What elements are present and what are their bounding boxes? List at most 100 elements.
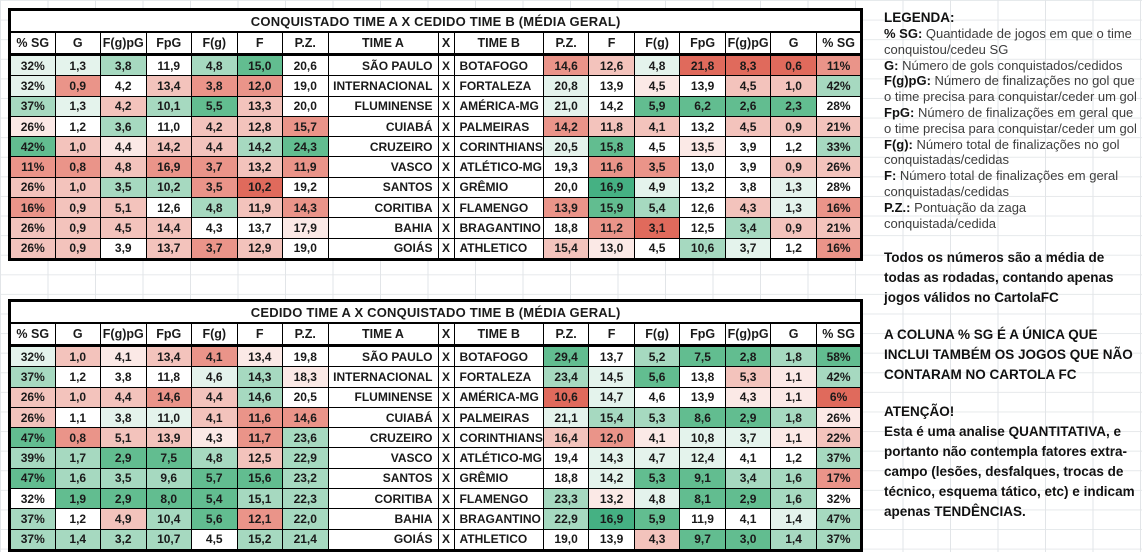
team-a-cell[interactable]: CUIABÁ: [327, 115, 439, 138]
column-header[interactable]: FpG: [679, 31, 726, 56]
stat-cell[interactable]: 20,5: [282, 386, 329, 408]
stat-cell[interactable]: 5,6: [191, 508, 238, 530]
versus-x-cell[interactable]: X: [437, 344, 455, 368]
stat-cell[interactable]: 3,9: [724, 156, 772, 178]
stat-cell[interactable]: 15,4: [588, 406, 635, 429]
team-a-cell[interactable]: VASCO: [327, 447, 439, 469]
stat-cell[interactable]: 14,2: [542, 115, 590, 138]
stat-cell[interactable]: 42%: [9, 136, 56, 158]
stat-cell[interactable]: 3,4: [724, 467, 772, 490]
stat-cell[interactable]: 12,9: [236, 237, 283, 260]
stat-cell[interactable]: 12,1: [236, 508, 283, 530]
column-header[interactable]: % SG: [815, 322, 863, 347]
stat-cell[interactable]: 1,2: [54, 508, 101, 530]
stat-cell[interactable]: 15,8: [588, 136, 635, 158]
stat-cell[interactable]: 32%: [9, 53, 56, 77]
stat-cell[interactable]: 11,9: [236, 197, 283, 219]
stat-cell[interactable]: 4,5: [633, 75, 681, 97]
stat-cell[interactable]: 19,0: [282, 237, 329, 260]
stat-cell[interactable]: 10,6: [679, 237, 726, 260]
stat-cell[interactable]: 4,1: [100, 344, 147, 368]
versus-x-cell[interactable]: X: [437, 237, 455, 260]
stat-cell[interactable]: 29,4: [542, 344, 590, 368]
stat-cell[interactable]: 26%: [9, 237, 56, 260]
stat-cell[interactable]: 39%: [9, 447, 56, 469]
table-title[interactable]: CEDIDO TIME A X CONQUISTADO TIME B (MÉDI…: [8, 300, 863, 324]
stat-cell[interactable]: 14,3: [588, 447, 635, 469]
stat-cell[interactable]: 17%: [815, 467, 863, 490]
stat-cell[interactable]: 12,6: [588, 53, 635, 77]
stat-cell[interactable]: 4,5: [633, 237, 681, 260]
column-header[interactable]: F(g): [191, 31, 238, 56]
stat-cell[interactable]: 14,2: [588, 95, 635, 117]
legend-item[interactable]: G: Número de gols conquistados/cedidos: [884, 58, 1138, 74]
stat-cell[interactable]: 22%: [815, 427, 863, 449]
stat-cell[interactable]: 37%: [815, 447, 863, 469]
stat-cell[interactable]: 13,3: [236, 95, 283, 117]
stat-cell[interactable]: 13,2: [588, 488, 635, 510]
stat-cell[interactable]: 5,1: [100, 197, 147, 219]
stat-cell[interactable]: 11%: [9, 156, 56, 178]
legend-item[interactable]: F(g)pG: Número de finalizações no gol qu…: [884, 73, 1138, 105]
team-b-cell[interactable]: FORTALEZA: [453, 75, 544, 97]
stat-cell[interactable]: 5,2: [633, 344, 681, 368]
stat-cell[interactable]: 1,3: [770, 197, 817, 219]
stat-cell[interactable]: 1,9: [54, 488, 101, 510]
stat-cell[interactable]: 37%: [9, 366, 56, 388]
stat-cell[interactable]: 5,9: [633, 508, 681, 530]
column-header[interactable]: F(g): [633, 31, 681, 56]
column-header[interactable]: X: [437, 322, 455, 347]
stat-cell[interactable]: 5,9: [633, 95, 681, 117]
stat-cell[interactable]: 1,4: [770, 508, 817, 530]
column-header[interactable]: P.Z.: [542, 31, 590, 56]
column-header[interactable]: F(g): [633, 322, 681, 347]
stat-cell[interactable]: 15,2: [236, 528, 283, 551]
team-a-cell[interactable]: INTERNACIONAL: [327, 75, 439, 97]
team-b-cell[interactable]: AMÉRICA-MG: [453, 386, 544, 408]
stat-cell[interactable]: 23,2: [282, 467, 329, 490]
stat-cell[interactable]: 12,0: [588, 427, 635, 449]
stat-cell[interactable]: 10,1: [145, 95, 192, 117]
column-header[interactable]: F: [236, 322, 283, 347]
column-header[interactable]: FpG: [145, 31, 192, 56]
stat-cell[interactable]: 4,1: [191, 344, 238, 368]
stat-cell[interactable]: 14,3: [282, 197, 329, 219]
column-header[interactable]: TIME A: [327, 31, 439, 56]
stat-cell[interactable]: 1,1: [770, 386, 817, 408]
stat-cell[interactable]: 23,3: [542, 488, 590, 510]
stat-cell[interactable]: 5,6: [633, 366, 681, 388]
stat-cell[interactable]: 15,0: [236, 53, 283, 77]
team-a-cell[interactable]: GOIÁS: [327, 237, 439, 260]
stat-cell[interactable]: 2,9: [100, 488, 147, 510]
stat-cell[interactable]: 15,6: [236, 467, 283, 490]
stat-cell[interactable]: 9,6: [145, 467, 192, 490]
stat-cell[interactable]: 2,9: [724, 406, 772, 429]
team-a-cell[interactable]: GOIÁS: [327, 528, 439, 551]
team-b-cell[interactable]: BOTAFOGO: [453, 344, 544, 368]
stat-cell[interactable]: 13,2: [679, 176, 726, 199]
stat-cell[interactable]: 2,9: [724, 488, 772, 510]
column-header[interactable]: F(g)pG: [724, 322, 772, 347]
stat-cell[interactable]: 13,0: [679, 156, 726, 178]
stat-cell[interactable]: 1,0: [54, 386, 101, 408]
stat-cell[interactable]: 1,3: [54, 53, 101, 77]
stat-cell[interactable]: 37%: [9, 95, 56, 117]
stat-cell[interactable]: 13,7: [236, 217, 283, 239]
stat-cell[interactable]: 13,2: [679, 115, 726, 138]
stat-cell[interactable]: 3,1: [633, 217, 681, 239]
legend-item[interactable]: F(g): Número total de finalizações no go…: [884, 137, 1138, 169]
stat-cell[interactable]: 47%: [9, 427, 56, 449]
stat-cell[interactable]: 26%: [9, 115, 56, 138]
column-header[interactable]: X: [437, 31, 455, 56]
team-a-cell[interactable]: SANTOS: [327, 467, 439, 490]
column-header[interactable]: TIME B: [453, 322, 544, 347]
column-header[interactable]: FpG: [145, 322, 192, 347]
stat-cell[interactable]: 16,4: [542, 427, 590, 449]
stat-cell[interactable]: 22,3: [282, 488, 329, 510]
stat-cell[interactable]: 3,7: [191, 156, 238, 178]
stat-cell[interactable]: 3,8: [100, 406, 147, 429]
stat-cell[interactable]: 5,3: [633, 406, 681, 429]
stat-cell[interactable]: 1,4: [770, 528, 817, 551]
versus-x-cell[interactable]: X: [437, 366, 455, 388]
stat-cell[interactable]: 3,5: [633, 156, 681, 178]
